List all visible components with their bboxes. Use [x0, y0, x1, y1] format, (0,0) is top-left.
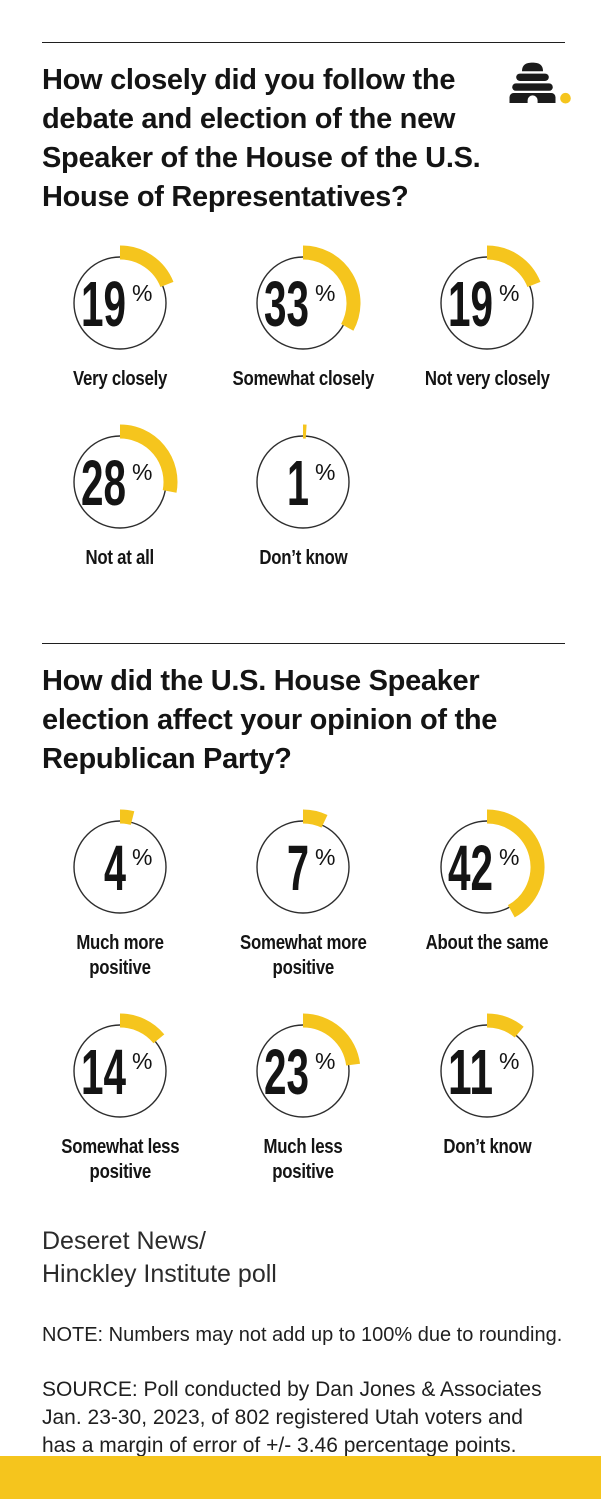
gauge-much-more-positive: 4% Much more positive: [28, 809, 212, 981]
gauge-somewhat-less-positive: 14% Somewhat less positive: [28, 1013, 212, 1185]
gauge-label: Don’t know: [259, 547, 348, 569]
gauge-value: 23: [264, 1036, 309, 1108]
gauge-label: Much less positive: [264, 1136, 343, 1183]
gauge-don-t-know: 1% Don’t know: [212, 424, 396, 571]
gauge-dial: 11%: [429, 1013, 545, 1129]
gauge-value: 19: [81, 268, 126, 340]
gauge-dial: 4%: [62, 809, 178, 925]
gauge-value: 28: [81, 447, 126, 519]
gauge-value: 11: [448, 1036, 493, 1108]
gauge-dial: 19%: [62, 245, 178, 361]
gauge-label: About the same: [425, 932, 549, 954]
gauge-not-at-all: 28% Not at all: [28, 424, 212, 571]
middle-divider: [42, 643, 565, 644]
percent-sign: %: [499, 1048, 519, 1074]
gauge-arc: [303, 809, 328, 828]
gauge-not-very-closely: 19% Not very closely: [395, 245, 579, 392]
gauge-arc: [303, 245, 361, 331]
question-1-title: How closely did you follow the debate and…: [42, 64, 481, 213]
gauge-dial: 33%: [245, 245, 361, 361]
gauge-value: 7: [287, 832, 309, 904]
percent-sign: %: [132, 844, 152, 870]
gauge-dial: 28%: [62, 424, 178, 540]
gauge-arc: [486, 809, 545, 918]
logo-yellow-dot: [560, 92, 571, 104]
note-text: NOTE: Numbers may not add up to 100% due…: [42, 1324, 563, 1346]
gauge-label: Not very closely: [424, 368, 550, 390]
gauge-value: 42: [448, 832, 493, 904]
gauge-value: 14: [81, 1036, 126, 1108]
gauge-dial: 19%: [429, 245, 545, 361]
gauge-label: Don’t know: [443, 1136, 532, 1158]
percent-sign: %: [499, 844, 519, 870]
percent-sign: %: [499, 280, 519, 306]
gauge-dial: 14%: [62, 1013, 178, 1129]
percent-sign: %: [132, 280, 152, 306]
gauge-value: 19: [448, 268, 493, 340]
gauge-arc: [119, 245, 174, 288]
gauge-dial: 1%: [245, 424, 361, 540]
gauge-arc: [119, 424, 178, 493]
percent-sign: %: [315, 459, 335, 485]
gauge-arc: [119, 1013, 165, 1044]
gauge-much-less-positive: 23% Much less positive: [212, 1013, 396, 1185]
gauge-label: Much more positive: [76, 932, 164, 979]
question-1-gauge-grid: 19% Very closely 33% Somewhat closely 19% Not…: [28, 245, 579, 603]
gauge-somewhat-closely: 33% Somewhat closely: [212, 245, 396, 392]
gauge-dial: 7%: [245, 809, 361, 925]
bottom-accent-bar: [0, 1456, 601, 1499]
gauge-dial: 23%: [245, 1013, 361, 1129]
gauge-value: 4: [104, 832, 126, 904]
percent-sign: %: [315, 844, 335, 870]
gauge-arc: [303, 1013, 361, 1066]
gauge-value: 33: [264, 268, 309, 340]
gauge-arc: [486, 1013, 524, 1038]
beehive-icon: [509, 62, 571, 104]
gauge-arc: [119, 809, 135, 825]
poll-attribution: Deseret News/Hinckley Institute poll: [42, 1227, 277, 1288]
gauge-somewhat-more-positive: 7% Somewhat more positive: [212, 809, 396, 981]
question-2-gauge-grid: 4% Much more positive 7% Somewhat more positi…: [28, 809, 579, 1217]
gauge-dial: 42%: [429, 809, 545, 925]
gauge-arc: [486, 245, 541, 288]
content-column: How closely did you follow the debate and…: [0, 42, 601, 1460]
gauge-about-the-same: 42% About the same: [395, 809, 579, 981]
gauge-label: Somewhat closely: [232, 368, 375, 390]
gauge-very-closely: 19% Very closely: [28, 245, 212, 392]
gauge-label: Somewhat less positive: [60, 1136, 179, 1183]
percent-sign: %: [132, 459, 152, 485]
percent-sign: %: [315, 280, 335, 306]
gauge-don-t-know: 11% Don’t know: [395, 1013, 579, 1185]
percent-sign: %: [132, 1048, 152, 1074]
gauge-label: Very closely: [72, 368, 167, 390]
percent-sign: %: [315, 1048, 335, 1074]
gauge-label: Somewhat more positive: [240, 932, 367, 979]
gauge-label: Not at all: [85, 547, 155, 569]
source-text: SOURCE: Poll conducted by Dan Jones & As…: [42, 1378, 542, 1457]
top-divider: [42, 42, 565, 43]
gauge-value: 1: [287, 447, 309, 519]
question-2-title: How did the U.S. House Speaker election a…: [42, 665, 498, 775]
